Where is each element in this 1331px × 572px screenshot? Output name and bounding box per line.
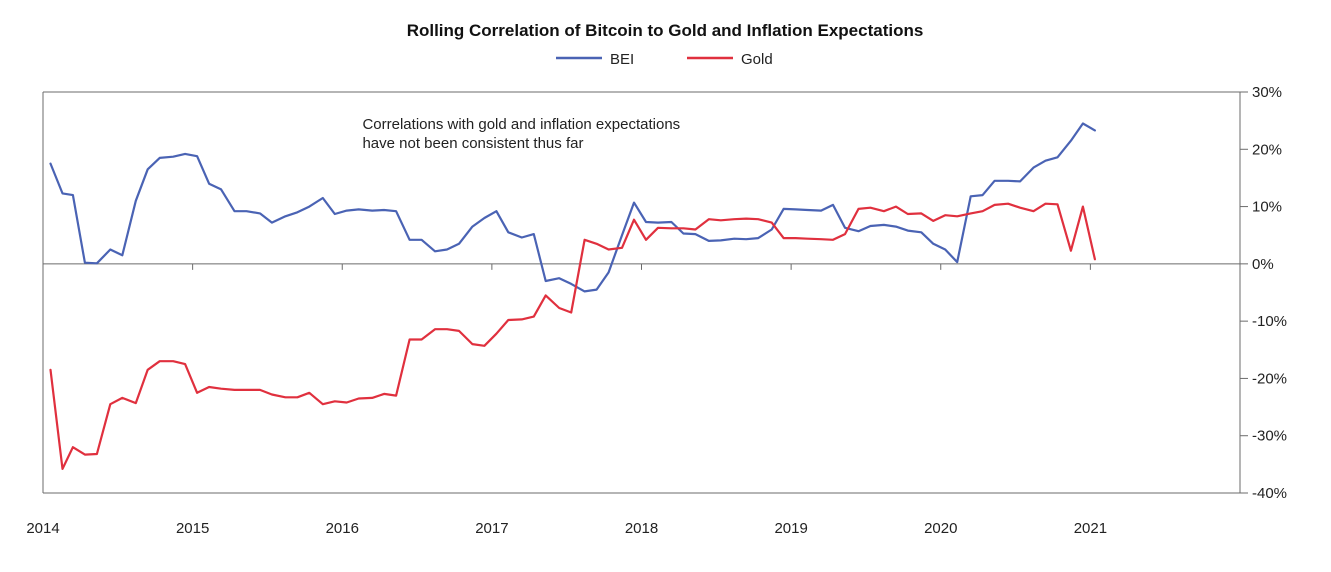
legend-label-bei: BEI — [610, 51, 634, 68]
x-tick-label: 2021 — [1074, 520, 1107, 537]
y-tick-label: -20% — [1252, 370, 1287, 387]
annotation-line-2: have not been consistent thus far — [362, 135, 583, 152]
y-tick-label: -10% — [1252, 313, 1287, 330]
x-tick-label: 2014 — [26, 520, 59, 537]
y-tick-label: -30% — [1252, 428, 1287, 445]
x-tick-label: 2020 — [924, 520, 957, 537]
y-tick-label: 10% — [1252, 199, 1282, 216]
annotation-line-1: Correlations with gold and inflation exp… — [362, 116, 680, 133]
x-tick-label: 2016 — [326, 520, 359, 537]
annotation: Correlations with gold and inflation exp… — [362, 116, 680, 152]
y-tick-label: 20% — [1252, 141, 1282, 158]
x-tick-label: 2015 — [176, 520, 209, 537]
series-line-bei — [49, 122, 1096, 293]
series-line-gold — [49, 202, 1096, 470]
series-lines — [49, 122, 1096, 470]
y-tick-label: 0% — [1252, 256, 1274, 273]
legend: BEI Gold — [556, 51, 773, 68]
axes: 30% 20% 10% 0% -10% -20% -30% -40% 2014 2015 2016 2… — [26, 84, 1287, 537]
legend-label-gold: Gold — [741, 51, 773, 68]
x-tick-label: 2017 — [475, 520, 508, 537]
x-tick-label: 2018 — [625, 520, 658, 537]
chart-title: Rolling Correlation of Bitcoin to Gold a… — [407, 21, 924, 40]
x-tick-label: 2019 — [774, 520, 807, 537]
y-tick-label: 30% — [1252, 84, 1282, 101]
y-tick-label: -40% — [1252, 485, 1287, 502]
